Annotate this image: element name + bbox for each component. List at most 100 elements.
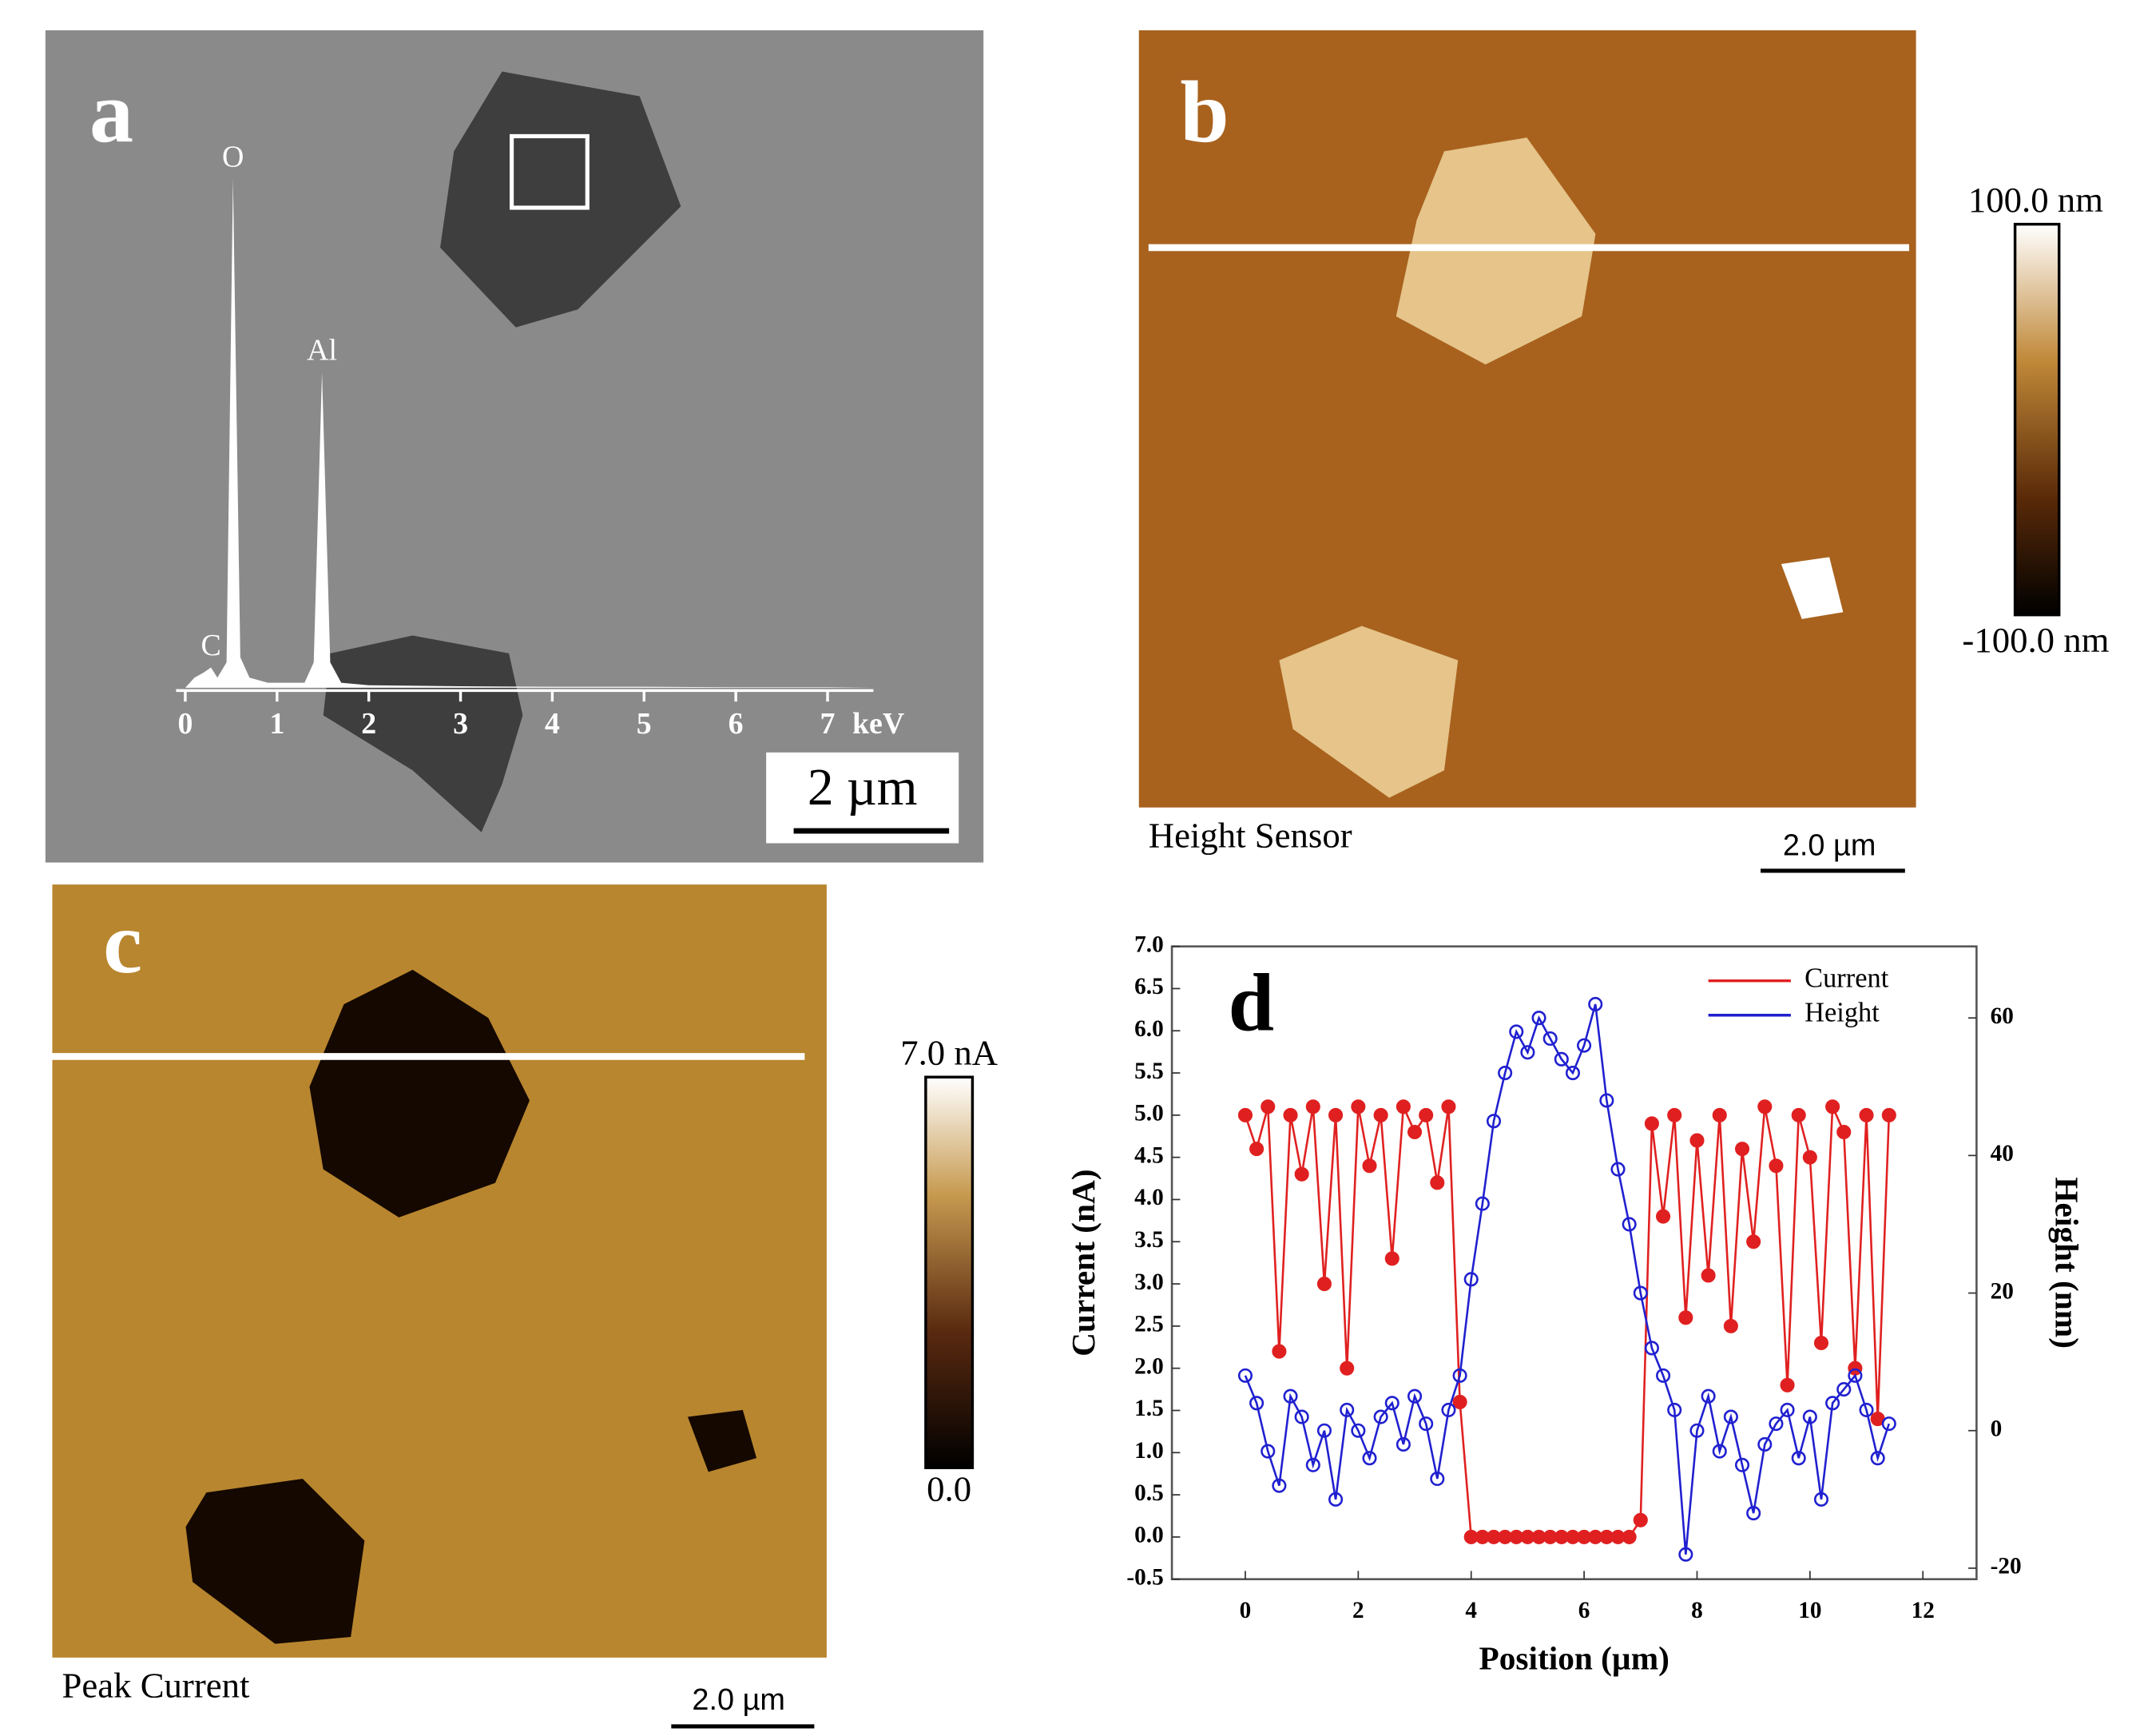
legend-label: Height: [1804, 998, 1880, 1028]
legend-label: Current: [1804, 963, 1889, 994]
y-tick-label: 2.0: [1134, 1353, 1164, 1379]
data-point: [1701, 1268, 1716, 1283]
data-point: [1836, 1382, 1852, 1397]
data-point: [1791, 1451, 1806, 1466]
y2-tick-label: 0: [1991, 1416, 2003, 1441]
data-point: [1577, 1038, 1592, 1053]
panel-label: a: [89, 63, 133, 161]
y-tick-label: 4.5: [1134, 1142, 1164, 1168]
data-point: [1430, 1471, 1445, 1487]
data-point: [1769, 1158, 1784, 1174]
y-axis-label: Current (nA): [1065, 1169, 1102, 1356]
data-point: [1249, 1396, 1265, 1411]
data-point: [1430, 1175, 1445, 1190]
data-point: [1723, 1409, 1738, 1424]
y-tick-label: 6.5: [1134, 974, 1164, 999]
selection-box: [510, 133, 590, 210]
data-point: [1272, 1478, 1287, 1493]
flake: [309, 969, 530, 1218]
data-point: [1746, 1234, 1761, 1249]
data-point: [1656, 1368, 1671, 1383]
panel-label: b: [1180, 63, 1229, 161]
data-point: [1667, 1107, 1682, 1122]
data-point: [1328, 1492, 1344, 1507]
data-point: [1859, 1402, 1874, 1417]
y-tick-label: 2.5: [1134, 1312, 1164, 1337]
data-point: [1825, 1099, 1840, 1114]
data-point: [1633, 1285, 1648, 1301]
data-point: [1881, 1107, 1896, 1122]
data-point: [1644, 1341, 1659, 1356]
x-tick-label: 3: [453, 707, 468, 741]
series-line: [1244, 1003, 1891, 1555]
data-point: [1283, 1388, 1298, 1404]
data-point: [1261, 1099, 1276, 1114]
data-point: [1644, 1116, 1659, 1131]
data-point: [1407, 1388, 1423, 1404]
data-point: [1678, 1310, 1693, 1325]
x-tick-label: 10: [1798, 1598, 1821, 1623]
data-point: [1351, 1099, 1366, 1114]
x-axis-label: Position (µm): [1479, 1640, 1669, 1678]
data-point: [1463, 1272, 1479, 1287]
x-tick-label: 6: [729, 707, 744, 741]
scale-bar-label: 2 µm: [808, 759, 918, 816]
data-point: [1802, 1409, 1817, 1424]
x-tick-label: 2: [1352, 1598, 1364, 1623]
y2-tick-label: 60: [1991, 1003, 2014, 1029]
x-tick-label: 6: [1578, 1598, 1590, 1623]
data-point: [1656, 1209, 1671, 1224]
x-tick-label: 4: [1465, 1598, 1477, 1623]
data-point: [1340, 1361, 1355, 1376]
y-tick-label: 0.5: [1134, 1480, 1164, 1506]
data-point: [1712, 1444, 1727, 1459]
data-point: [1859, 1107, 1874, 1122]
data-point: [1373, 1409, 1388, 1424]
data-point: [1734, 1142, 1750, 1157]
data-point: [1746, 1506, 1761, 1521]
data-point: [1520, 1045, 1535, 1060]
data-point: [1622, 1529, 1637, 1544]
panel-b: b Height Sensor 2.0 µm 100.0 nm -100.0 n…: [1138, 30, 2110, 873]
flake: [1279, 626, 1459, 798]
data-point: [1452, 1368, 1467, 1383]
y2-tick-label: 40: [1991, 1141, 2014, 1166]
caption: Peak Current: [62, 1666, 250, 1706]
data-point: [1486, 1114, 1502, 1129]
data-point: [1272, 1344, 1287, 1359]
series-line: [1244, 1106, 1891, 1539]
data-point: [1701, 1388, 1716, 1404]
y-tick-label: 1.5: [1134, 1396, 1164, 1421]
y-tick-label: 5.0: [1134, 1101, 1164, 1126]
data-point: [1588, 996, 1603, 1012]
y-tick-label: 7.0: [1134, 932, 1164, 957]
data-point: [1848, 1368, 1863, 1383]
data-point: [1384, 1396, 1399, 1411]
data-point: [1475, 1196, 1490, 1211]
flake: [185, 1479, 365, 1644]
data-point: [1305, 1099, 1320, 1114]
data-point: [1509, 1024, 1524, 1039]
y-tick-label: 6.0: [1134, 1016, 1164, 1042]
data-point: [1689, 1133, 1705, 1148]
data-point: [1261, 1444, 1276, 1459]
data-point: [1441, 1099, 1456, 1114]
data-point: [1825, 1396, 1840, 1411]
flake: [323, 635, 523, 832]
data-point: [1283, 1107, 1298, 1122]
data-point: [1362, 1451, 1377, 1466]
data-point: [1780, 1402, 1795, 1417]
y-tick-label: 3.0: [1134, 1269, 1164, 1295]
data-point: [1294, 1409, 1309, 1424]
colorbar: [924, 1075, 975, 1469]
data-point: [1757, 1436, 1773, 1452]
data-point: [1237, 1368, 1253, 1383]
data-point: [1294, 1166, 1309, 1182]
data-point: [1802, 1150, 1817, 1165]
y2-tick-label: 20: [1991, 1278, 2014, 1304]
x-tick-label: 4: [545, 707, 560, 741]
peak-label: Al: [307, 334, 337, 367]
x-tick-label: 0: [177, 707, 193, 741]
